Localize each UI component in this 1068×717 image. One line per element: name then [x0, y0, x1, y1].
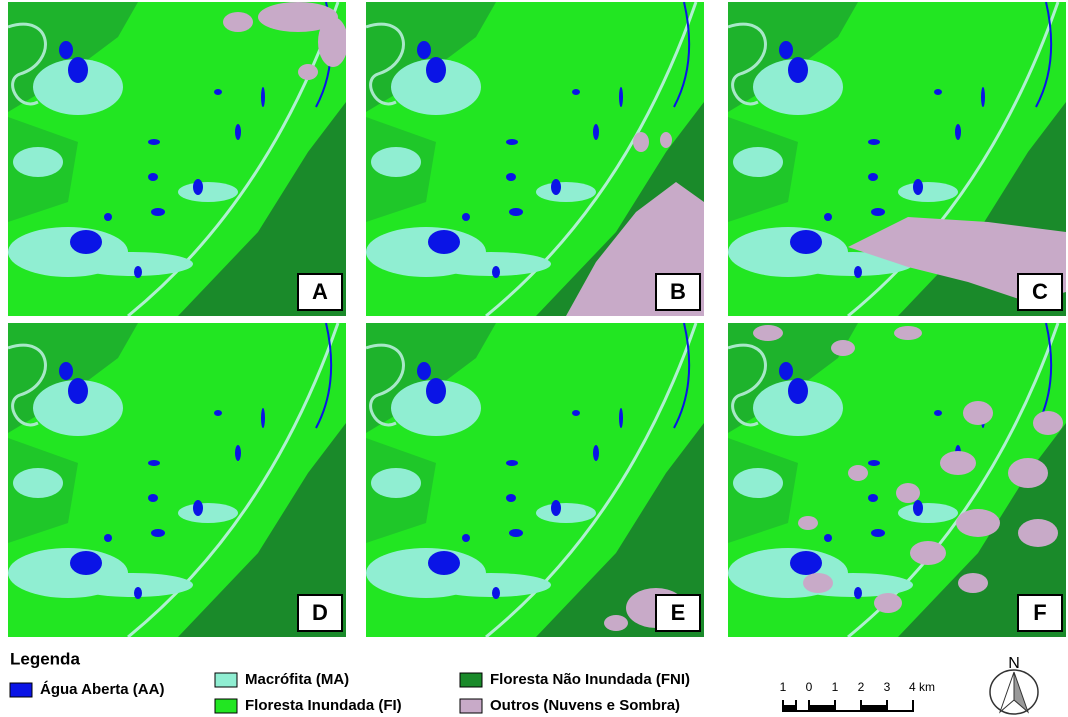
map-panel: E [366, 323, 704, 637]
panel-label: F [1033, 600, 1046, 625]
legend-label: Floresta Inundada (FI) [245, 697, 402, 714]
scale-label: 4 km [909, 680, 935, 694]
panel-label: D [312, 600, 328, 625]
legend-swatch [460, 699, 482, 713]
north-arrow: N [990, 655, 1038, 714]
panel-label: C [1032, 279, 1048, 304]
scale-label: 1 [832, 680, 839, 694]
scale-labels: 1 0 1 2 3 4 km [780, 680, 935, 694]
legend-title: Legenda [10, 649, 80, 668]
legend-label: Floresta Não Inundada (FNI) [490, 671, 690, 688]
scale-label: 1 [780, 680, 787, 694]
legend-swatch [215, 699, 237, 713]
map-panel: B [366, 2, 704, 316]
north-label: N [1008, 655, 1020, 672]
map-panel: F [728, 323, 1066, 637]
scale-bar [783, 700, 913, 711]
figure: A B C D E F Legenda Água Aberta (AA) Macr… [0, 0, 1068, 717]
map-panel: A [8, 2, 348, 316]
legend: Água Aberta (AA) Macrófita (MA) Floresta I… [10, 671, 690, 714]
panel-label: E [671, 600, 686, 625]
legend-label: Macrófita (MA) [245, 671, 349, 688]
scale-label: 3 [884, 680, 891, 694]
legend-label: Outros (Nuvens e Sombra) [490, 697, 680, 714]
legend-swatch [460, 673, 482, 687]
panel-label: B [670, 279, 686, 304]
legend-swatch [215, 673, 237, 687]
legend-label: Água Aberta (AA) [40, 681, 164, 698]
map-panel: C [728, 2, 1066, 316]
map-panel: D [8, 323, 346, 637]
legend-swatch [10, 683, 32, 697]
scale-label: 0 [806, 680, 813, 694]
panel-label: A [312, 279, 328, 304]
scale-label: 2 [858, 680, 865, 694]
